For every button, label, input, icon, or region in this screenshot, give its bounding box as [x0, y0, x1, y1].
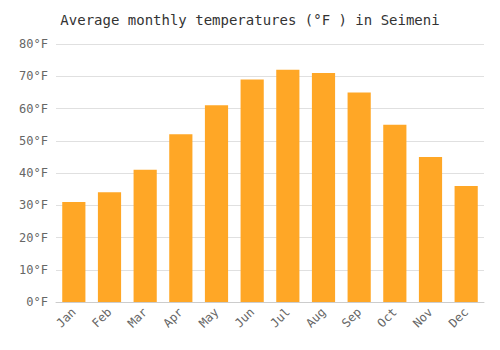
svg-text:50°F: 50°F — [19, 134, 48, 148]
svg-text:Jul: Jul — [268, 305, 293, 330]
svg-text:70°F: 70°F — [19, 69, 48, 83]
svg-text:Average monthly temperatures (: Average monthly temperatures (°F ) in Se… — [60, 12, 439, 28]
svg-text:Nov: Nov — [410, 305, 435, 330]
svg-text:Jun: Jun — [232, 305, 257, 330]
svg-text:0°F: 0°F — [26, 295, 48, 309]
svg-text:Dec: Dec — [446, 305, 471, 330]
svg-text:Jan: Jan — [54, 305, 79, 330]
svg-text:40°F: 40°F — [19, 166, 48, 180]
svg-text:20°F: 20°F — [19, 231, 48, 245]
svg-text:Feb: Feb — [89, 305, 114, 330]
svg-text:Mar: Mar — [125, 305, 150, 330]
svg-text:80°F: 80°F — [19, 37, 48, 51]
svg-text:30°F: 30°F — [19, 198, 48, 212]
svg-text:Oct: Oct — [375, 305, 400, 330]
svg-text:Apr: Apr — [161, 305, 186, 330]
svg-text:May: May — [196, 305, 221, 330]
svg-text:60°F: 60°F — [19, 102, 48, 116]
svg-text:10°F: 10°F — [19, 263, 48, 277]
svg-text:Aug: Aug — [303, 305, 328, 330]
svg-text:Sep: Sep — [339, 305, 364, 330]
